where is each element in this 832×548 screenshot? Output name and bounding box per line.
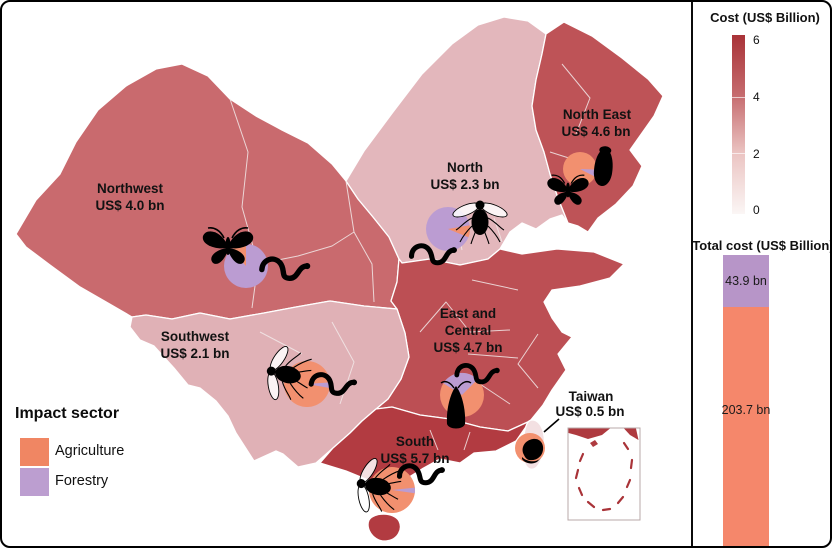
colorbar-gridline [732,153,745,154]
label-southwest: Southwest [161,329,230,344]
colorbar-gridline [732,97,745,98]
label-south-cost: US$ 5.7 bn [380,451,449,466]
legend-row-forestry: Forestry [20,468,108,496]
label-south: South [396,434,434,449]
taiwan-leader-line [543,418,560,433]
region-northwest [15,63,400,320]
inset-coast [568,428,610,439]
legend-row-agriculture: Agriculture [20,438,124,466]
colorbar-tick-0: 0 [753,203,760,217]
legend-label-forestry: Forestry [55,473,109,489]
label-northwest: Northwest [97,181,164,196]
label-taiwan-cost: US$ 0.5 bn [555,404,624,419]
inset-islet [590,440,598,447]
cost-colorbar [732,35,745,214]
label-north-east: North East [563,107,632,122]
china-map: Northwest US$ 4.0 bn North US$ 2.3 bn No… [15,16,664,542]
label-taiwan: Taiwan [569,389,614,404]
forestry-swatch [20,468,49,496]
colorbar-tick-4: 4 [753,90,760,104]
label-northwest-cost: US$ 4.0 bn [95,198,164,213]
pie-north-east-forestry [580,169,597,177]
south-china-sea-inset [567,427,641,521]
label-southwest-cost: US$ 2.1 bn [160,346,229,361]
region-north-east [531,21,664,233]
inset-dash-line [574,441,634,512]
agriculture-swatch-rect [20,438,49,466]
legend-label-agriculture: Agriculture [55,443,125,459]
pie-north-east [563,152,597,186]
region-labels: Northwest US$ 4.0 bn North US$ 2.3 bn No… [95,107,631,466]
label-east-central-1: East and [440,306,496,321]
colorbar-tick-6: 6 [753,33,760,47]
panel-divider [691,2,693,546]
region-south-hainan-island [367,513,401,542]
impact-sector-title: Impact sector [15,405,120,422]
pie-south-forestry [392,487,416,494]
total-forestry-value: 43.9 bn [725,274,767,288]
label-north-cost: US$ 2.3 bn [430,177,499,192]
total-bar-agriculture-segment [723,307,769,546]
label-north-east-cost: US$ 4.6 bn [561,124,630,139]
label-north: North [447,160,483,175]
agriculture-swatch [20,438,49,466]
total-cost-title: Total cost (US$ Billion) [692,238,832,253]
label-east-central-2: Central [445,323,492,338]
inset-coast-fragment [624,428,639,440]
forestry-swatch-rect [20,468,49,496]
label-east-central-cost: US$ 4.7 bn [433,340,502,355]
total-agriculture-value: 203.7 bn [721,403,771,417]
colorbar-tick-2: 2 [753,147,760,161]
colorbar-title: Cost (US$ Billion) [710,10,820,25]
inset-frame [567,427,641,521]
total-bar-forestry-segment [723,255,769,307]
